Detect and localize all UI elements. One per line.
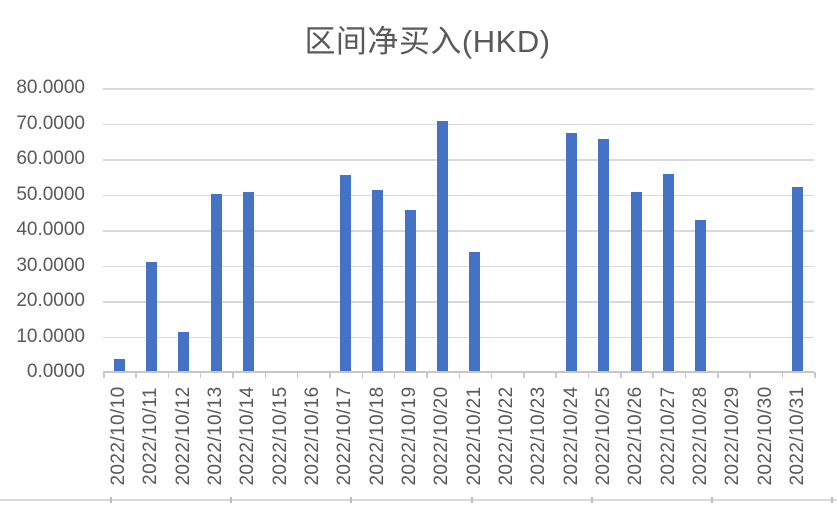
x-tick-label: 2022/10/25 — [592, 386, 614, 486]
x-axis-tick — [458, 372, 460, 378]
y-tick-label: 40.0000 — [16, 219, 85, 240]
cropped-bottom-edge-tick — [591, 497, 593, 503]
gridline — [103, 88, 814, 90]
gridline — [103, 194, 814, 196]
x-axis-tick — [296, 372, 299, 378]
bar — [372, 189, 384, 372]
x-axis-tick — [717, 372, 719, 378]
x-axis-tick — [490, 372, 493, 378]
x-tick-label: 2022/10/10 — [108, 386, 130, 486]
x-axis-tick — [555, 372, 557, 378]
cropped-bottom-edge-tick — [471, 497, 473, 503]
x-tick-label: 2022/10/21 — [463, 386, 485, 486]
x-tick-label: 2022/10/16 — [302, 386, 324, 486]
x-axis-tick — [103, 372, 105, 378]
bar — [242, 192, 254, 372]
x-tick-label: 2022/10/13 — [205, 386, 227, 486]
x-axis-tick — [232, 372, 234, 378]
bar — [695, 220, 707, 372]
cropped-bottom-edge-tick — [831, 497, 833, 503]
cropped-bottom-edge-tick — [230, 497, 232, 503]
x-tick-label: 2022/10/30 — [754, 386, 776, 486]
x-tick-label: 2022/10/14 — [237, 386, 259, 486]
x-axis-tick — [749, 372, 751, 378]
x-tick-label: 2022/10/24 — [560, 386, 582, 486]
x-axis-tick — [361, 372, 364, 378]
bar — [630, 192, 642, 372]
x-axis-tick — [393, 372, 396, 378]
gridline — [103, 159, 814, 161]
bar — [469, 252, 481, 372]
x-axis-tick — [329, 372, 331, 378]
bar — [598, 139, 610, 372]
x-axis-tick — [814, 372, 816, 378]
bar — [145, 262, 157, 372]
x-axis-tick — [426, 372, 428, 378]
x-axis-tick — [620, 372, 622, 378]
cropped-bottom-edge-tick — [110, 497, 112, 503]
bar — [663, 173, 675, 372]
y-tick-label: 0.0000 — [26, 361, 85, 382]
x-tick-label: 2022/10/11 — [140, 387, 162, 485]
x-axis-line — [103, 371, 814, 373]
x-axis-tick — [684, 372, 687, 378]
x-axis-tick — [523, 372, 525, 378]
x-tick-label: 2022/10/29 — [722, 386, 744, 486]
gridline — [103, 336, 814, 338]
gridline — [103, 265, 814, 267]
bar — [178, 331, 190, 372]
y-tick-label: 30.0000 — [16, 254, 85, 276]
bar — [404, 210, 416, 372]
x-tick-label: 2022/10/27 — [657, 386, 679, 486]
x-tick-label: 2022/10/19 — [399, 386, 421, 486]
x-tick-label: 2022/10/17 — [334, 386, 356, 486]
y-tick-label: 70.0000 — [16, 112, 85, 134]
x-tick-label: 2022/10/22 — [495, 386, 517, 486]
y-tick-label: 20.0000 — [16, 290, 85, 311]
x-tick-label: 2022/10/28 — [689, 386, 711, 486]
x-axis-tick — [781, 372, 784, 378]
gridline — [103, 123, 814, 125]
y-tick-label: 80.0000 — [16, 77, 85, 98]
cropped-bottom-edge-tick — [350, 497, 352, 503]
bar — [113, 358, 125, 372]
bar — [436, 120, 448, 372]
x-axis-tick — [199, 372, 202, 378]
x-axis-tick — [652, 372, 654, 378]
y-tick-label: 10.0000 — [16, 325, 85, 347]
y-tick-label: 60.0000 — [16, 148, 85, 169]
x-tick-label: 2022/10/12 — [172, 386, 194, 486]
x-tick-label: 2022/10/23 — [528, 386, 550, 486]
x-tick-label: 2022/10/15 — [269, 386, 291, 486]
x-tick-label: 2022/10/31 — [786, 386, 808, 486]
bar — [210, 193, 222, 372]
x-axis-tick — [135, 372, 137, 378]
cropped-bottom-edge-tick — [711, 497, 713, 503]
y-tick-label: 50.0000 — [16, 183, 85, 205]
gridline — [103, 301, 814, 303]
x-tick-label: 2022/10/18 — [366, 386, 388, 486]
gridline — [103, 230, 814, 232]
bar — [566, 133, 578, 372]
x-axis-tick — [587, 372, 590, 378]
x-tick-label: 2022/10/20 — [431, 386, 453, 486]
bar — [792, 186, 804, 372]
chart-title: 区间净买入(HKD) — [304, 24, 551, 59]
plot-area — [103, 88, 814, 372]
x-axis-tick — [264, 372, 267, 378]
x-axis-tick — [167, 372, 170, 378]
x-tick-label: 2022/10/26 — [625, 386, 647, 486]
bar — [339, 174, 351, 372]
cropped-bottom-edge-line — [0, 499, 837, 501]
